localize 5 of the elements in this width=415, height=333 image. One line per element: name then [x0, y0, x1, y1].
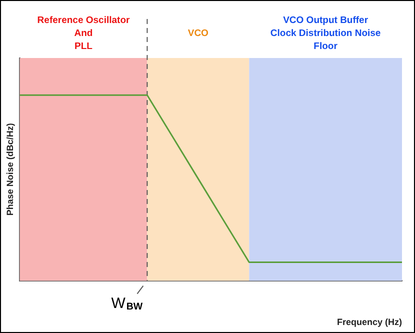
text: VCO — [188, 28, 208, 40]
text: VCO Output Buffer Clock Distribution Noise Floor — [270, 15, 381, 52]
y-axis-title: Phase Noise (dBc/Hz) — [4, 123, 15, 216]
x-axis-title: Frequency (Hz) — [336, 317, 402, 328]
text: Reference Oscillator And PLL — [37, 15, 130, 52]
